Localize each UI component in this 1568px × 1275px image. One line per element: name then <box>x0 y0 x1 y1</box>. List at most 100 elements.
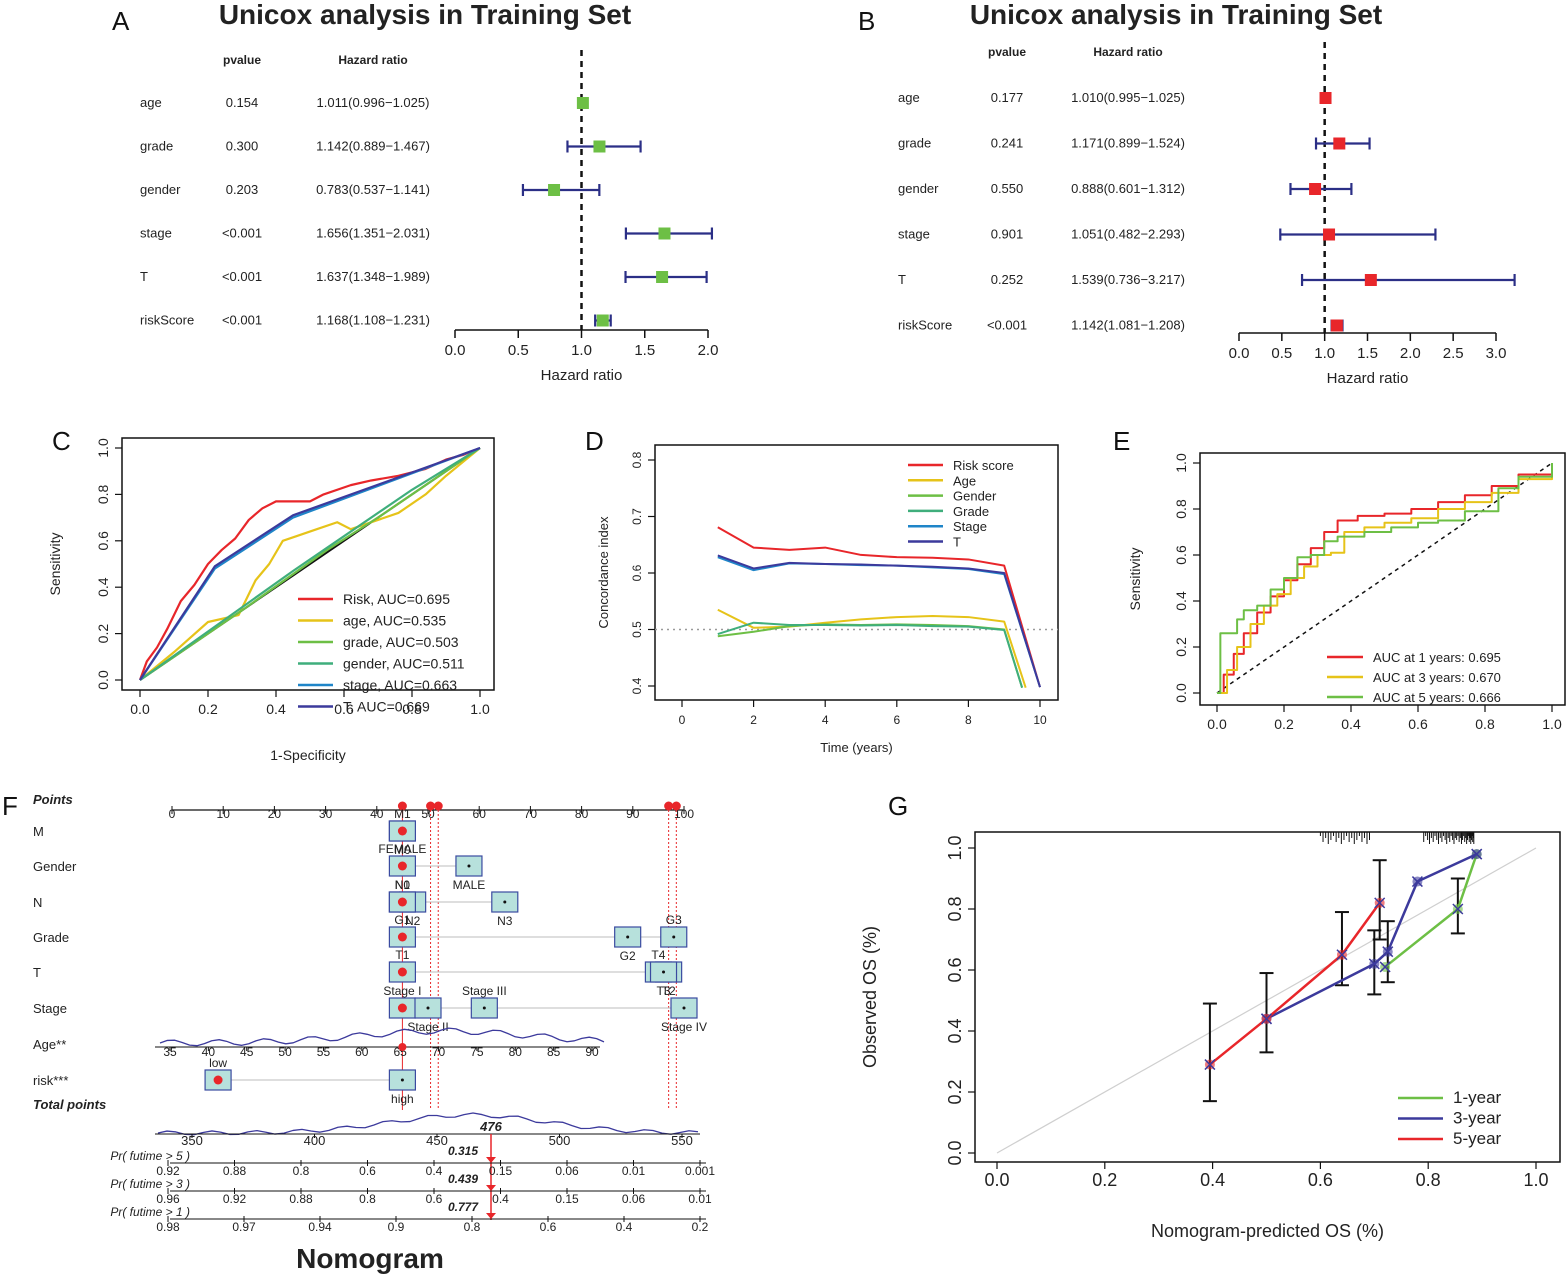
probability-tick-label: 0.6 <box>540 1220 557 1234</box>
row-hazard-ratio-text: 0.783(0.537−1.141) <box>316 182 430 197</box>
y-tick-label: 0.8 <box>1173 499 1189 519</box>
level-dot <box>426 1006 430 1010</box>
age-tick-label: 80 <box>509 1045 523 1059</box>
selected-level <box>397 826 407 836</box>
probability-marker <box>486 1157 496 1163</box>
points-tick-label: 50 <box>421 807 435 821</box>
point-cross <box>1336 949 1348 961</box>
points-tick-label: 20 <box>268 807 282 821</box>
x-tick-label: 2.0 <box>1400 345 1421 362</box>
probability-tick-label: 0.6 <box>426 1192 443 1206</box>
forest-plot-a: Unicox analysis in Training Set pvalue Haz… <box>140 0 718 384</box>
row-label: age <box>140 95 162 110</box>
x-tick-label: 0.0 <box>130 701 150 717</box>
legend-label: Risk score <box>953 458 1014 473</box>
row-hazard-ratio-text: 1.010(0.995−1.025) <box>1071 90 1185 105</box>
x-tick-label: 8 <box>965 713 972 727</box>
probability-label: Pr( futime > 3 ) <box>110 1177 190 1191</box>
total-tick-label: 550 <box>671 1133 693 1148</box>
row-pvalue: 0.300 <box>226 139 259 154</box>
y-tick-label: 0.6 <box>630 564 644 581</box>
x-tick-label: 2.0 <box>698 342 719 359</box>
row-label: gender <box>898 181 939 196</box>
x-tick-label: 0.8 <box>1475 716 1495 732</box>
probability-tick-label: 0.8 <box>464 1220 481 1234</box>
x-tick-label: 0.2 <box>198 701 218 717</box>
level-label: G2 <box>620 949 636 963</box>
level-label: Stage III <box>462 984 507 998</box>
selected-point <box>664 801 674 811</box>
probability-tick-label: 0.4 <box>426 1164 443 1178</box>
points-tick-label: 0 <box>169 807 176 821</box>
hr-point <box>548 184 561 196</box>
legend-label: Grade <box>953 504 989 519</box>
selected-level <box>397 861 407 871</box>
level-label: G3 <box>666 913 682 927</box>
points-tick-label: 40 <box>370 807 384 821</box>
row-pvalue: 0.241 <box>991 136 1024 151</box>
plot-box <box>1199 452 1566 706</box>
y-tick-label: 0.7 <box>630 508 644 525</box>
variable-label: M <box>33 824 44 839</box>
level-label: M1 <box>394 807 411 821</box>
points-label: Points <box>33 792 73 807</box>
cindex-line <box>717 554 1041 688</box>
row-pvalue: 0.177 <box>991 90 1024 105</box>
row-hazard-ratio-text: 1.011(0.996−1.025) <box>317 95 430 110</box>
roc-curve <box>139 447 481 681</box>
level-dot <box>662 970 666 974</box>
level-label: M0 <box>394 843 411 857</box>
legend-label: gender, AUC=0.511 <box>343 656 465 672</box>
plot-box <box>974 831 1561 1163</box>
roc-curve <box>139 447 481 681</box>
y-tick-label: 0.6 <box>945 957 965 982</box>
variable-label: Grade <box>33 930 69 945</box>
hr-point <box>1364 274 1377 286</box>
selected-level <box>397 1003 407 1013</box>
x-axis-label: 1-Specificity <box>270 747 345 763</box>
x-tick-label: 0.5 <box>508 342 529 359</box>
column-header-pvalue: pvalue <box>223 53 261 67</box>
row-label: riskScore <box>898 318 952 333</box>
probability-tick-label: 0.92 <box>156 1164 180 1178</box>
variable-label: T <box>33 965 41 980</box>
roc-plot-c: 0.0 0.2 0.4 0.6 0.8 1.0 0.0 0.2 0.4 0.6 0.8 1.0 1-Sp… <box>47 437 495 763</box>
legend-label: AUC at 1 years: 0.695 <box>1373 650 1501 665</box>
cindex-line <box>717 621 1024 688</box>
point-cross <box>1374 897 1386 909</box>
probability-tick-label: 0.06 <box>555 1164 579 1178</box>
nomogram-f: Points 0 10 20 30 40 50 60 70 80 90 100 M M1 M0 Gender F… <box>33 792 715 1274</box>
probability-tick-label: 0.4 <box>492 1192 509 1206</box>
x-tick-label: 0.6 <box>1308 1170 1333 1190</box>
probability-tick-label: 0.06 <box>622 1192 646 1206</box>
row-pvalue: 0.901 <box>991 227 1024 242</box>
level-label: G1 <box>394 913 410 927</box>
probability-tick-label: 0.01 <box>622 1164 646 1178</box>
x-tick-label: 0.4 <box>1341 716 1361 732</box>
x-tick-label: 1.0 <box>1314 345 1335 362</box>
age-tick-label: 40 <box>202 1045 216 1059</box>
calibration-line <box>1209 902 1381 1066</box>
age-tick-label: 50 <box>278 1045 292 1059</box>
y-tick-label: 0.0 <box>95 670 111 690</box>
probability-value: 0.315 <box>448 1144 478 1158</box>
x-tick-label: 1.0 <box>1542 716 1562 732</box>
age-tick-label: 75 <box>470 1045 484 1059</box>
point-cross <box>1382 946 1394 958</box>
points-tick-label: 90 <box>626 807 640 821</box>
x-tick-label: 10 <box>1033 713 1047 727</box>
column-header-pvalue: pvalue <box>988 45 1026 59</box>
x-tick-label: 0.8 <box>402 701 422 717</box>
chart-title: Unicox analysis in Training Set <box>970 0 1382 30</box>
y-tick-label: 0.0 <box>1173 683 1189 703</box>
age-tick-label: 45 <box>240 1045 254 1059</box>
roc-plot-e: 0.0 0.2 0.4 0.6 0.8 1.0 0.0 0.2 0.4 0.6 0.8 1.0 Sens… <box>1127 452 1566 732</box>
legend-label: Gender <box>953 489 997 504</box>
hr-point <box>1333 137 1346 150</box>
y-tick-label: 0.4 <box>630 677 644 694</box>
x-tick-label: 1.0 <box>470 701 490 717</box>
total-tick-label: 400 <box>304 1133 326 1148</box>
total-points-label: Total points <box>33 1097 106 1112</box>
y-tick-label: 0.2 <box>1173 637 1189 657</box>
